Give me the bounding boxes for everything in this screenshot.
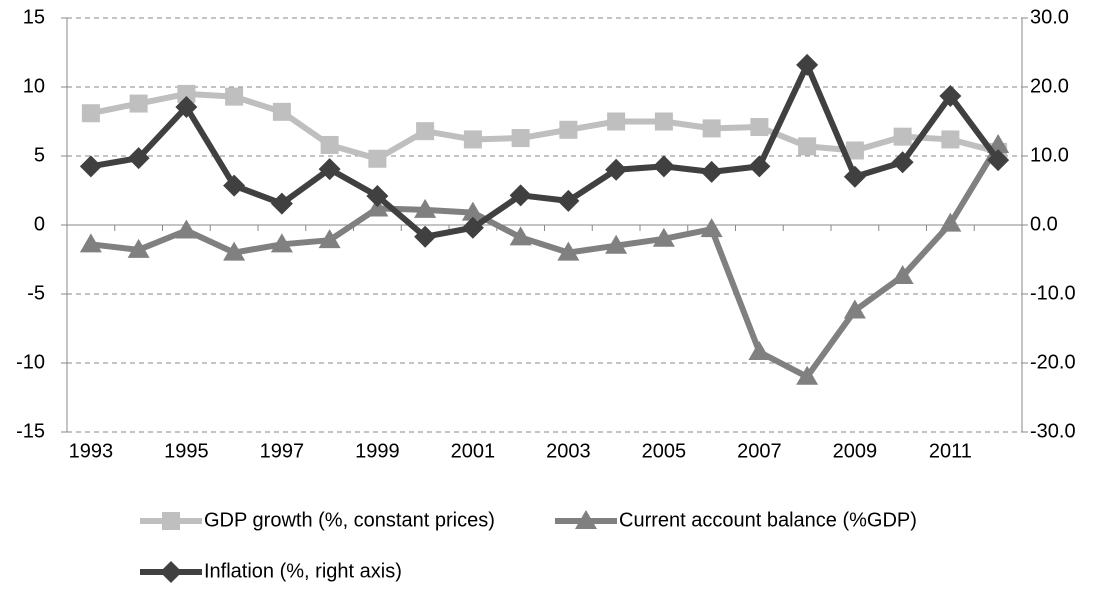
marker (941, 130, 960, 149)
marker (162, 512, 180, 530)
marker (223, 241, 246, 261)
x-tick-label: 2009 (833, 440, 878, 462)
marker (320, 135, 339, 154)
series-line (90, 143, 1001, 380)
y-tick-label: 15 (23, 6, 45, 28)
marker (557, 189, 580, 212)
y-tick-label: -10 (16, 351, 45, 373)
marker (414, 198, 437, 218)
marker (652, 155, 675, 178)
marker (893, 127, 912, 146)
y2-tick-label: -30.0 (1030, 420, 1076, 442)
marker (557, 241, 580, 261)
marker (939, 84, 962, 107)
x-tick-label: 2001 (451, 440, 496, 462)
marker (605, 158, 628, 181)
x-tick-label: 2011 (929, 440, 972, 462)
marker (748, 340, 771, 360)
y2-tick-label: 30.0 (1030, 6, 1069, 28)
marker (318, 158, 341, 181)
marker (559, 120, 578, 139)
marker (607, 112, 626, 131)
marker (223, 174, 246, 197)
y-tick-label: -5 (27, 282, 45, 304)
marker (509, 226, 532, 246)
marker (270, 233, 293, 253)
y2-tick-label: 20.0 (1030, 75, 1069, 97)
marker (127, 147, 150, 170)
marker (81, 104, 100, 123)
marker (225, 87, 244, 106)
marker (177, 84, 196, 103)
y-tick-label: 10 (23, 75, 45, 97)
marker (272, 102, 291, 121)
x-tick-label: 2005 (642, 440, 687, 462)
legend-label: Inflation (%, right axis) (204, 560, 402, 582)
marker (270, 192, 293, 215)
marker (575, 510, 597, 529)
marker (461, 201, 484, 221)
marker (654, 112, 673, 131)
marker (748, 155, 771, 178)
x-tick-label: 1997 (260, 440, 305, 462)
marker (845, 141, 864, 160)
marker (511, 129, 530, 148)
marker (175, 219, 198, 239)
y-tick-label: 0 (34, 213, 45, 235)
marker (843, 299, 866, 319)
y-tick-label: -15 (16, 420, 45, 442)
y2-tick-label: 10.0 (1030, 144, 1069, 166)
marker (891, 151, 914, 174)
marker (843, 165, 866, 188)
marker (796, 53, 819, 76)
marker (796, 365, 819, 385)
marker (461, 216, 484, 239)
y2-tick-label: -10.0 (1030, 282, 1076, 304)
legend-label: GDP growth (%, constant prices) (204, 509, 495, 531)
marker (750, 118, 769, 137)
x-tick-label: 1999 (355, 440, 400, 462)
marker (416, 122, 435, 141)
marker (160, 561, 182, 583)
x-tick-label: 2003 (546, 440, 591, 462)
marker (463, 130, 482, 149)
marker (652, 227, 675, 247)
marker (318, 229, 341, 249)
marker (368, 149, 387, 168)
x-tick-label: 1995 (164, 440, 209, 462)
marker (702, 119, 721, 138)
marker (414, 225, 437, 248)
marker (891, 265, 914, 285)
legend-label: Current account balance (%GDP) (619, 509, 917, 531)
x-tick-label: 2007 (737, 440, 782, 462)
marker (605, 234, 628, 254)
marker (79, 233, 102, 253)
marker (129, 94, 148, 113)
marker (939, 212, 962, 232)
marker (366, 185, 389, 208)
marker (798, 137, 817, 156)
y2-tick-label: 0.0 (1030, 213, 1058, 235)
marker (79, 155, 102, 178)
marker (700, 160, 723, 183)
marker (127, 238, 150, 258)
marker (509, 184, 532, 207)
x-tick-label: 1993 (69, 440, 114, 462)
marker (987, 149, 1010, 172)
marker (175, 96, 198, 119)
y2-tick-label: -20.0 (1030, 351, 1076, 373)
marker (700, 218, 723, 238)
y-tick-label: 5 (34, 144, 45, 166)
